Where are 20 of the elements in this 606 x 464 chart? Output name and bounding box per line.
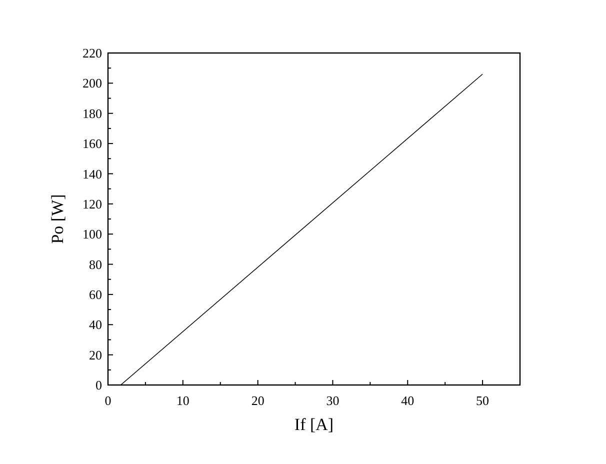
y-tick-label: 40: [89, 317, 102, 332]
y-tick-label: 180: [82, 106, 102, 121]
x-tick-label: 0: [104, 393, 112, 408]
y-tick-label: 120: [82, 196, 102, 212]
x-tick-label: 50: [476, 393, 490, 408]
y-tick-label: 100: [82, 226, 102, 242]
y-tick-label: 220: [82, 46, 102, 61]
y-tick-label: 140: [82, 166, 102, 182]
x-tick-label: 30: [326, 393, 340, 408]
y-tick-label: 60: [89, 287, 102, 302]
y-tick-label: 160: [82, 136, 102, 152]
x-tick-label: 40: [401, 393, 414, 408]
y-axis-title: Po [W]: [48, 194, 67, 244]
y-tick-label: 0: [96, 378, 102, 393]
y-tick-label: 20: [89, 347, 102, 362]
y-tick-label: 80: [89, 256, 102, 272]
x-axis-title: If [A]: [294, 415, 334, 434]
x-tick-label: 10: [176, 393, 190, 408]
y-tick-label: 200: [82, 76, 102, 91]
x-tick-label: 20: [251, 393, 264, 408]
